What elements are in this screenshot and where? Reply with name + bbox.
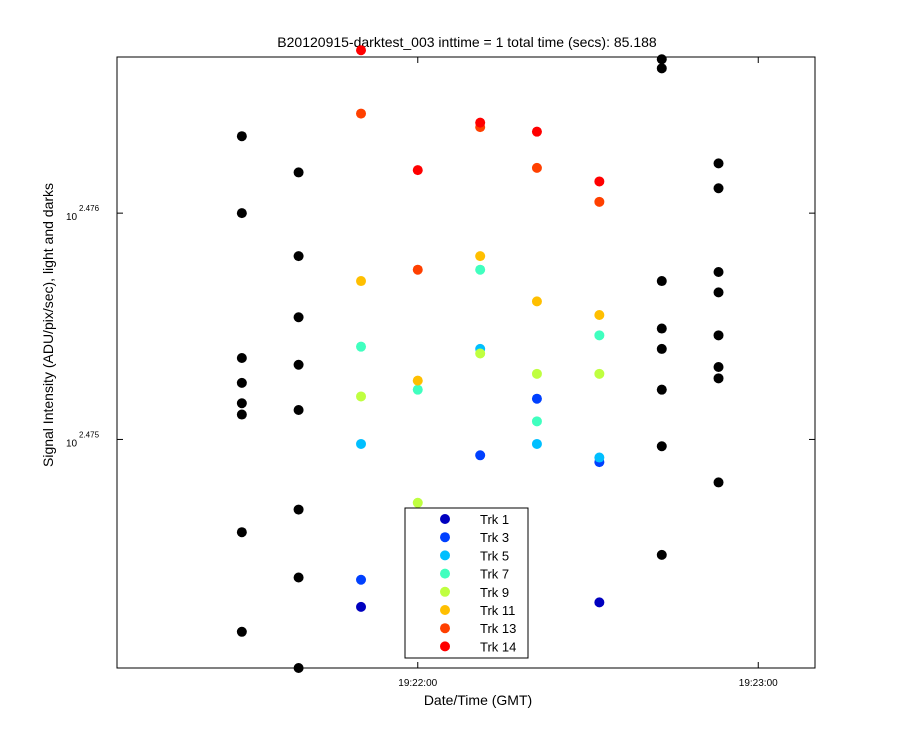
point-trk-11: [475, 251, 486, 262]
y-tick-exponent: 2.476: [79, 204, 100, 213]
y-tick-base: 10: [66, 212, 78, 223]
point-dark: [293, 312, 304, 323]
point-trk-3: [356, 574, 367, 585]
legend-label: Trk 14: [480, 639, 516, 654]
x-tick-label: 19:22:00: [398, 678, 437, 689]
point-trk-7: [531, 416, 542, 427]
point-dark: [236, 409, 247, 420]
point-dark: [293, 359, 304, 370]
legend-marker: [440, 532, 450, 543]
legend-marker: [440, 550, 450, 561]
legend-marker: [440, 641, 450, 652]
point-dark: [236, 131, 247, 142]
point-trk-13: [412, 264, 423, 275]
point-trk-1: [356, 601, 367, 612]
point-dark: [656, 441, 667, 452]
legend-marker: [440, 514, 450, 524]
legend-marker: [440, 568, 450, 579]
point-trk-7: [475, 264, 486, 275]
point-trk-14: [594, 176, 605, 187]
legend-marker: [440, 623, 450, 634]
point-dark: [293, 405, 304, 416]
legend-label: Trk 7: [480, 567, 509, 582]
point-trk-9: [594, 368, 605, 379]
point-dark: [236, 352, 247, 363]
point-dark: [656, 63, 667, 74]
point-trk-14: [531, 126, 542, 137]
point-trk-9: [356, 391, 367, 402]
point-dark: [293, 251, 304, 262]
point-trk-3: [475, 450, 486, 461]
point-trk-5: [594, 452, 605, 463]
point-trk-5: [356, 438, 367, 449]
x-tick-label: 19:23:00: [739, 678, 778, 689]
point-trk-11: [594, 309, 605, 320]
point-dark: [236, 527, 247, 538]
point-dark: [713, 362, 724, 373]
point-dark: [236, 377, 247, 388]
point-trk-13: [531, 162, 542, 173]
point-trk-11: [531, 296, 542, 307]
point-dark: [713, 287, 724, 298]
legend-label: Trk 9: [480, 585, 509, 600]
point-dark: [236, 398, 247, 409]
point-dark: [236, 208, 247, 219]
point-trk-9: [531, 368, 542, 379]
y-tick-exponent: 2.475: [79, 430, 100, 439]
point-dark: [713, 477, 724, 488]
point-trk-14: [356, 45, 367, 56]
point-dark: [713, 183, 724, 194]
point-dark: [713, 266, 724, 277]
point-dark: [293, 167, 304, 178]
point-dark: [713, 373, 724, 384]
legend-label: Trk 13: [480, 621, 516, 636]
point-trk-3: [531, 393, 542, 404]
legend-label: Trk 3: [480, 530, 509, 545]
point-trk-7: [594, 330, 605, 341]
point-trk-14: [412, 165, 423, 176]
point-trk-13: [594, 196, 605, 207]
point-dark: [293, 504, 304, 515]
point-trk-14: [475, 117, 486, 128]
y-axis-label: Signal Intensity (ADU/pix/sec), light an…: [40, 183, 56, 467]
point-dark: [656, 384, 667, 395]
point-dark: [656, 343, 667, 354]
point-trk-13: [356, 108, 367, 119]
point-trk-5: [531, 438, 542, 449]
point-dark: [293, 572, 304, 583]
legend: Trk 1 Trk 3 Trk 5 Trk 7 Trk 9 Trk 11 Trk 13 Trk…: [404, 507, 529, 659]
point-dark: [713, 158, 724, 169]
point-dark: [656, 323, 667, 334]
y-tick-base: 10: [66, 438, 78, 449]
chart-title: B20120915-darktest_003 inttime = 1 total…: [277, 34, 657, 50]
legend-marker: [440, 586, 450, 597]
legend-label: Trk 5: [480, 548, 509, 563]
point-trk-9: [475, 348, 486, 359]
point-dark: [656, 54, 667, 65]
legend-marker: [440, 605, 450, 615]
point-dark: [293, 663, 304, 673]
legend-label: Trk 1: [480, 512, 509, 527]
point-trk-1: [594, 597, 605, 608]
point-dark: [656, 549, 667, 560]
point-trk-7: [356, 341, 367, 352]
data-points: [236, 45, 724, 673]
point-trk-11: [356, 276, 367, 287]
point-trk-7: [412, 384, 423, 395]
point-dark: [713, 330, 724, 341]
legend-label: Trk 11: [480, 603, 515, 618]
point-trk-9: [412, 497, 423, 508]
point-dark: [236, 626, 247, 637]
point-dark: [656, 276, 667, 287]
point-trk-11: [412, 375, 423, 386]
x-axis-label: Date/Time (GMT): [424, 692, 532, 708]
legend-box: [404, 507, 529, 659]
